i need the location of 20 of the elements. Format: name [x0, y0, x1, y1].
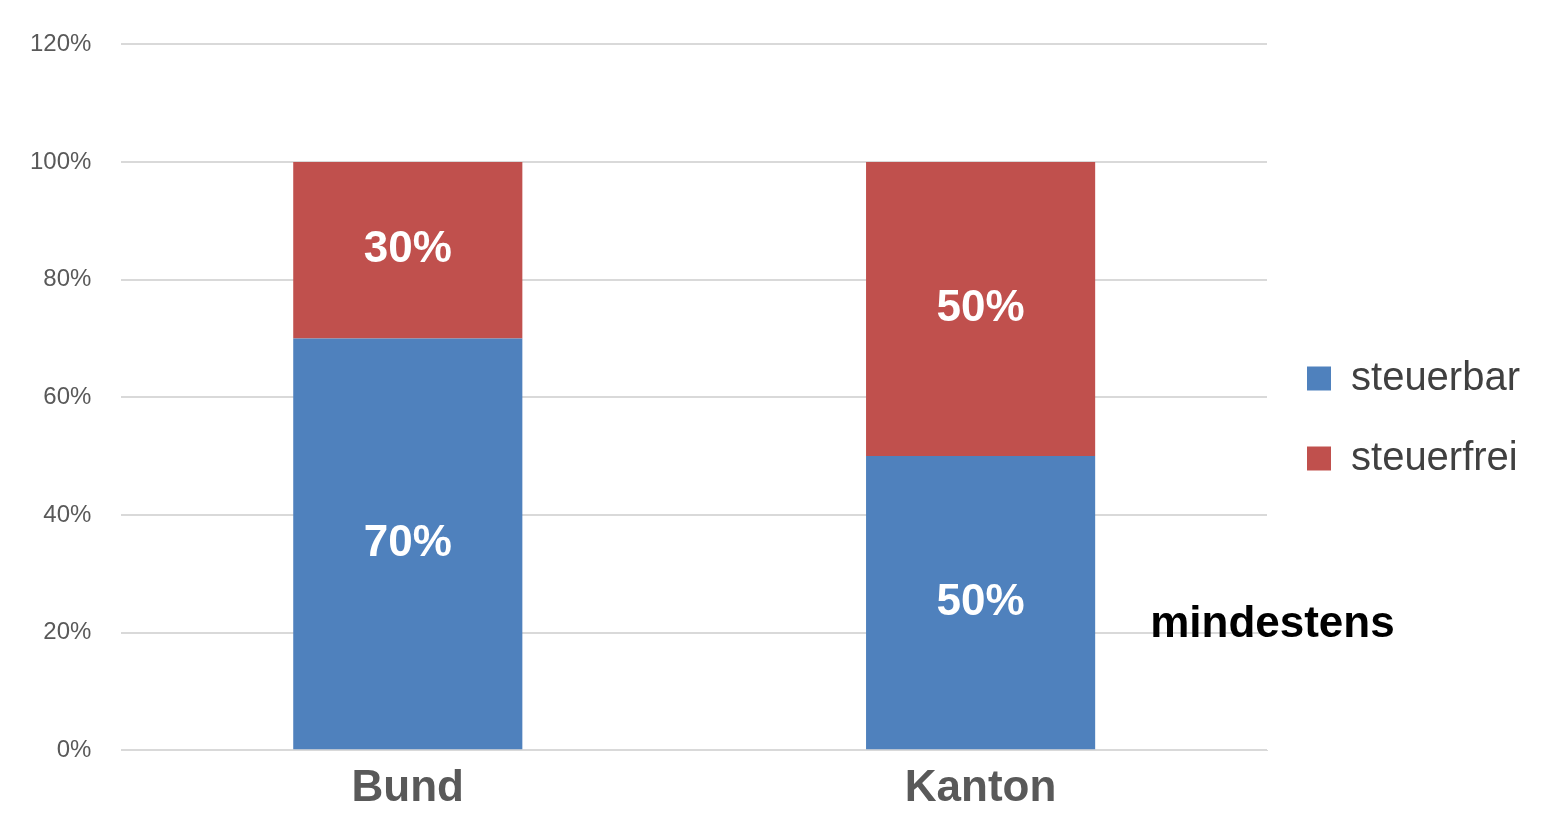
x-tick-label: Kanton	[904, 760, 1057, 810]
data-label: 30%	[363, 222, 452, 272]
data-label: 70%	[363, 515, 452, 565]
data-label: 50%	[936, 281, 1025, 331]
y-tick-label: 80%	[43, 264, 92, 292]
annotation: mindestens	[1150, 596, 1395, 646]
bar	[293, 338, 523, 750]
y-tick-label: 40%	[43, 499, 92, 527]
bar	[293, 162, 523, 339]
y-tick-label: 100%	[29, 146, 92, 174]
legend-label: steuerfrei	[1351, 433, 1518, 478]
bar	[866, 456, 1096, 750]
y-tick-label: 120%	[29, 29, 92, 57]
data-label: 50%	[936, 574, 1025, 624]
x-tick-label: Bund	[351, 760, 464, 810]
bar	[866, 162, 1096, 457]
legend-label: steuerbar	[1351, 353, 1520, 398]
y-tick-label: 20%	[43, 617, 92, 645]
y-tick-label: 0%	[56, 734, 92, 762]
y-tick-label: 60%	[43, 381, 92, 409]
